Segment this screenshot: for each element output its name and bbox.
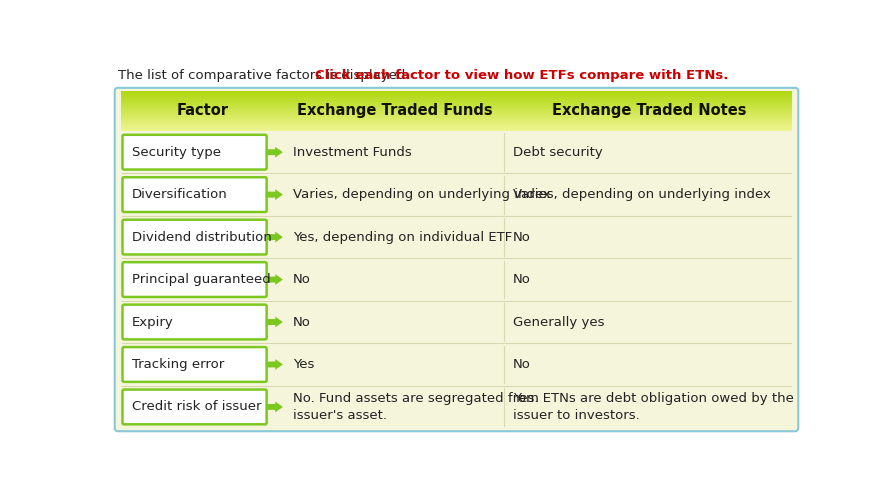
- Bar: [121, 124, 792, 125]
- FancyBboxPatch shape: [122, 135, 267, 169]
- Text: Exchange Traded Notes: Exchange Traded Notes: [552, 103, 747, 119]
- Text: No: No: [513, 273, 531, 286]
- Bar: [121, 130, 792, 131]
- Bar: [121, 103, 792, 104]
- Bar: [121, 123, 792, 124]
- Text: Click each factor to view how ETFs compare with ETNs.: Click each factor to view how ETFs compa…: [314, 69, 728, 82]
- Text: Yes. ETNs are debt obligation owed by the
issuer to investors.: Yes. ETNs are debt obligation owed by th…: [513, 392, 794, 422]
- Text: Security type: Security type: [132, 146, 221, 159]
- Bar: [121, 109, 792, 110]
- Polygon shape: [266, 317, 283, 327]
- Text: Varies, depending on underlying index: Varies, depending on underlying index: [513, 188, 771, 201]
- Bar: [121, 111, 792, 112]
- Bar: [121, 117, 792, 118]
- Text: Principal guaranteed: Principal guaranteed: [132, 273, 271, 286]
- Bar: [121, 108, 792, 109]
- Text: No. Fund assets are segregated from
issuer's asset.: No. Fund assets are segregated from issu…: [293, 392, 538, 422]
- Bar: [121, 91, 792, 92]
- Text: Diversification: Diversification: [132, 188, 228, 201]
- Bar: [121, 95, 792, 96]
- Text: No: No: [293, 273, 311, 286]
- Bar: [121, 126, 792, 127]
- FancyBboxPatch shape: [122, 389, 267, 424]
- Text: Yes, depending on individual ETF: Yes, depending on individual ETF: [293, 231, 513, 244]
- Polygon shape: [266, 189, 283, 200]
- Bar: [121, 98, 792, 99]
- Text: The list of comparative factors is displayed.: The list of comparative factors is displ…: [118, 69, 413, 82]
- Text: Exchange Traded Funds: Exchange Traded Funds: [297, 103, 493, 119]
- Bar: [121, 129, 792, 130]
- Text: Expiry: Expiry: [132, 316, 173, 328]
- Polygon shape: [266, 274, 283, 285]
- Text: Debt security: Debt security: [513, 146, 603, 159]
- Bar: [121, 107, 792, 108]
- Polygon shape: [266, 232, 283, 243]
- Text: Factor: Factor: [176, 103, 229, 119]
- Bar: [121, 121, 792, 122]
- Bar: [121, 115, 792, 116]
- Bar: [121, 112, 792, 113]
- FancyBboxPatch shape: [122, 220, 267, 254]
- Bar: [121, 104, 792, 105]
- Bar: [121, 97, 792, 98]
- Text: Varies, depending on underlying index: Varies, depending on underlying index: [293, 188, 551, 201]
- FancyBboxPatch shape: [114, 88, 798, 431]
- Bar: [121, 96, 792, 97]
- Bar: [121, 120, 792, 122]
- Bar: [121, 102, 792, 103]
- Bar: [121, 93, 792, 94]
- Bar: [121, 118, 792, 119]
- Bar: [121, 100, 792, 102]
- Bar: [121, 94, 792, 95]
- Polygon shape: [266, 402, 283, 412]
- Bar: [121, 99, 792, 101]
- Bar: [121, 101, 792, 102]
- Text: Dividend distribution: Dividend distribution: [132, 231, 271, 244]
- Text: Tracking error: Tracking error: [132, 358, 224, 371]
- Text: No: No: [513, 231, 531, 244]
- Bar: [121, 113, 792, 114]
- Bar: [121, 106, 792, 107]
- Bar: [121, 125, 792, 126]
- FancyBboxPatch shape: [122, 262, 267, 297]
- Bar: [121, 116, 792, 117]
- Bar: [121, 110, 792, 111]
- Bar: [121, 114, 792, 115]
- Text: Generally yes: Generally yes: [513, 316, 605, 328]
- FancyBboxPatch shape: [122, 177, 267, 212]
- FancyBboxPatch shape: [122, 347, 267, 382]
- Text: No: No: [293, 316, 311, 328]
- Polygon shape: [266, 147, 283, 158]
- Polygon shape: [266, 359, 283, 370]
- Bar: [121, 92, 792, 93]
- Bar: [121, 127, 792, 128]
- Bar: [121, 105, 792, 106]
- Text: Investment Funds: Investment Funds: [293, 146, 412, 159]
- Text: Yes: Yes: [293, 358, 314, 371]
- Text: Credit risk of issuer: Credit risk of issuer: [132, 401, 262, 413]
- Text: No: No: [513, 358, 531, 371]
- Bar: [121, 122, 792, 123]
- Bar: [121, 128, 792, 129]
- FancyBboxPatch shape: [122, 305, 267, 339]
- Bar: [121, 119, 792, 121]
